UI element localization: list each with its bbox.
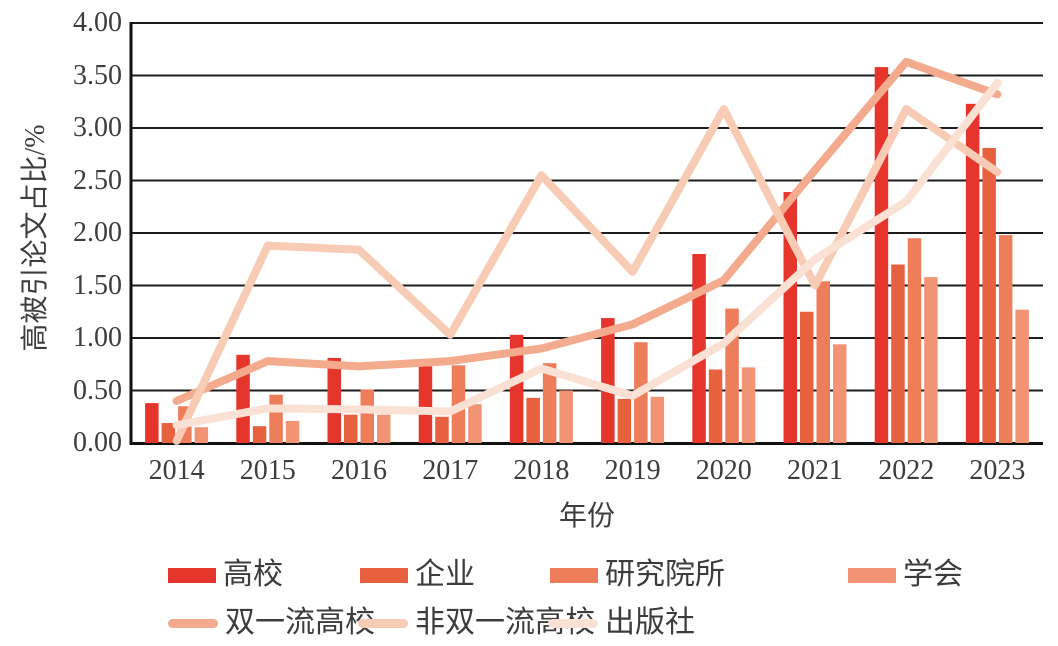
x-tick-label: 2019 [604,455,661,486]
y-tick-label: 4.00 [73,7,122,38]
bar-学会 [833,344,847,443]
x-tick-label: 2015 [239,455,296,486]
bar-学会 [559,390,573,443]
y-tick-label: 1.50 [73,269,122,301]
bar-学会 [924,277,938,443]
bar-研究院所 [269,394,283,443]
bar-高校 [145,403,159,443]
bar-高校 [965,103,980,443]
bar-企业 [891,264,905,443]
legend-label: 高校 [223,558,283,591]
bar-研究院所 [998,235,1013,443]
y-axis-title: 高被引论文占比/% [20,124,51,352]
x-tick-label: 2020 [695,455,752,486]
bar-学会 [650,396,665,443]
legend-item-高校: 高校 [168,558,283,592]
bar-高校 [327,357,341,443]
bar-学会 [741,367,756,443]
bar-研究院所 [542,363,557,443]
bar-研究院所 [907,238,922,443]
bar-高校 [783,192,797,443]
bar-企业 [708,369,723,443]
bar-企业 [161,423,176,443]
bar-高校 [874,67,889,443]
bar-学会 [285,420,300,443]
x-tick-label: 2018 [513,455,570,486]
bar-企业 [617,398,632,443]
bar-企业 [435,416,449,443]
bar-学会 [194,427,209,443]
legend-line-swatch-出版社 [548,618,598,628]
bar-高校 [418,366,433,443]
bar-高校 [601,318,615,443]
bar-企业 [526,397,540,443]
bar-学会 [377,414,391,443]
y-tick-label: 2.00 [73,217,122,248]
legend-bar-swatch-企业 [360,567,408,583]
legend-item-企业: 企业 [360,558,475,592]
x-tick-label: 2021 [787,455,843,486]
bar-学会 [1015,309,1029,443]
legend-label: 学会 [903,558,963,591]
x-tick-label: 2014 [148,455,205,486]
legend-item-双一流高校: 双一流高校 [168,606,375,640]
y-tick-label: 2.50 [73,164,122,196]
legend-bar-swatch-学会 [848,567,896,583]
legend-label: 双一流高校 [225,606,375,639]
line-双一流高校 [172,57,1002,405]
legend-item-出版社: 出版社 [548,606,695,640]
x-axis-title: 年份 [558,501,615,532]
bar-企业 [344,414,358,443]
x-tick-label: 2017 [422,455,479,486]
legend-line-swatch-非双一流高校 [358,618,408,628]
y-tick-label: 3.00 [73,112,122,143]
bar-研究院所 [816,281,830,443]
line-出版社 [172,78,1002,430]
bar-企业 [800,311,814,443]
bar-企业 [252,426,267,443]
bar-高校 [509,334,524,443]
bar-研究院所 [360,389,374,443]
legend-line-swatch-双一流高校 [168,618,218,628]
legend-label: 企业 [415,558,475,591]
y-tick-label: 0.00 [73,427,122,458]
y-tick-label: 0.50 [73,374,122,406]
legend-item-研究院所: 研究院所 [550,558,725,592]
legend-label: 研究院所 [605,558,725,591]
bar-学会 [468,404,482,443]
legend-label: 出版社 [605,606,695,639]
line-非双一流高校 [172,105,1002,445]
y-tick-label: 1.00 [73,322,122,353]
legend-bar-swatch-研究院所 [550,567,598,583]
y-tick-label: 3.50 [73,59,122,91]
bar-高校 [692,254,706,443]
bar-企业 [982,147,996,443]
legend-item-学会: 学会 [848,558,963,592]
x-tick-label: 2023 [969,455,1026,486]
x-tick-label: 2016 [331,455,387,486]
legend-bar-swatch-高校 [168,567,216,583]
x-tick-label: 2022 [878,455,935,486]
